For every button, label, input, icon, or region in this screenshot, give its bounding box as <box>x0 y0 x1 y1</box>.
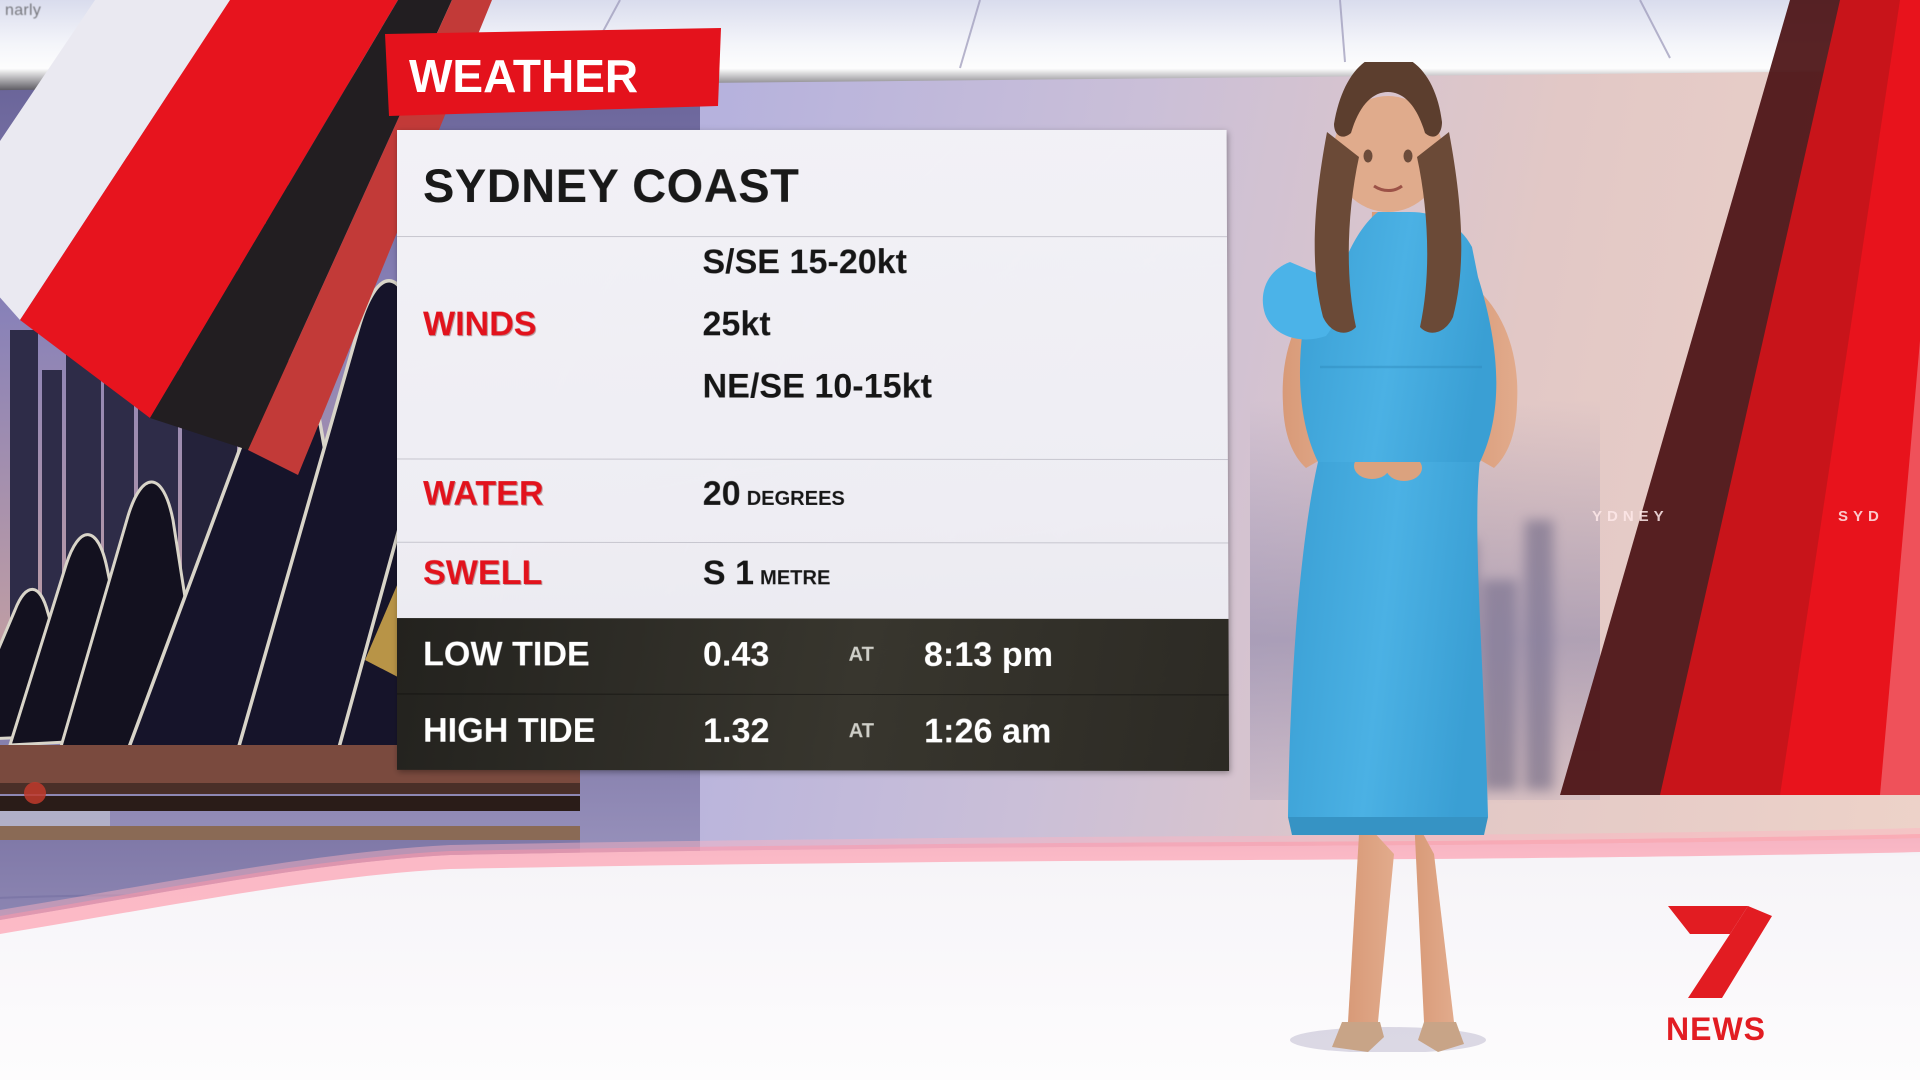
svg-text:NEWS: NEWS <box>1666 1011 1766 1047</box>
svg-text:WEATHER: WEATHER <box>409 50 638 102</box>
